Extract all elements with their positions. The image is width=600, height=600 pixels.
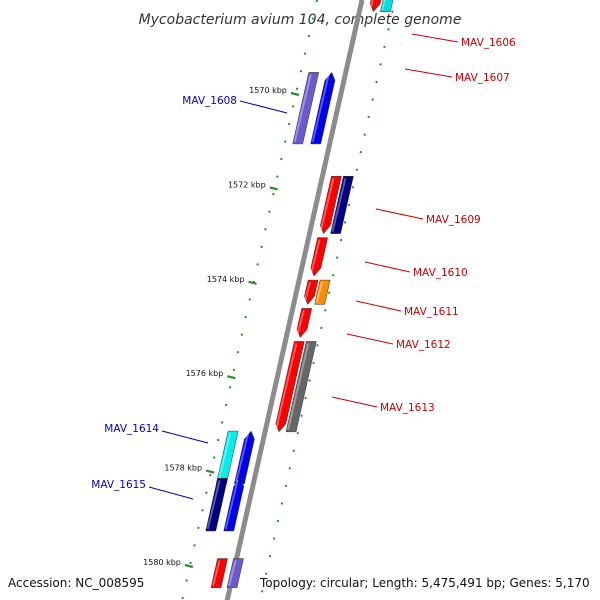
gene-labels: MAV_1606 MAV_1607 MAV_1608 MAV_1609 MAV_1610… (91, 33, 516, 500)
gene-highlight (315, 281, 324, 303)
gene-label[interactable]: MAV_1613 (380, 402, 435, 414)
gene-feature[interactable] (314, 279, 331, 305)
tick-mark (290, 91, 300, 97)
gene-highlight (275, 343, 298, 431)
gene-label[interactable]: MAV_1608 (182, 95, 237, 107)
gene-feature[interactable] (304, 279, 319, 305)
tick-mark (227, 375, 236, 380)
gene-highlight (369, 0, 374, 11)
gene-highlight (319, 178, 335, 232)
gene-highlight (235, 432, 250, 482)
label-leader-line (331, 396, 378, 408)
gene-feature[interactable] (292, 72, 320, 145)
gene-highlight (206, 480, 221, 530)
tick-mark (248, 280, 257, 285)
gene-highlight (381, 0, 386, 11)
gene-highlight (296, 310, 305, 336)
tick-mark (205, 469, 215, 474)
gene-highlight (212, 560, 221, 586)
gene-highlight (217, 432, 232, 482)
gene-label[interactable]: MAV_1611 (404, 306, 459, 318)
gene-feature[interactable] (210, 558, 228, 588)
gene-highlight (293, 74, 312, 143)
gene-feature[interactable] (296, 308, 313, 338)
gene-feature[interactable] (310, 71, 336, 145)
tick-label: 1570 kbp (249, 86, 287, 95)
gene-feature[interactable] (285, 341, 317, 433)
label-leader-line (148, 486, 194, 500)
tick-marks: 1570 kbp 1572 kbp 1574 kbp 1576 kbp 1578 kbp… (143, 86, 300, 569)
tick-mark (184, 563, 194, 569)
gene-label[interactable]: MAV_1612 (396, 339, 451, 351)
gene-feature[interactable] (310, 237, 328, 277)
label-leader-line (346, 333, 394, 345)
tick-label: 1580 kbp (143, 558, 181, 567)
gene-feature[interactable] (223, 477, 245, 532)
gene-highlight (311, 74, 330, 143)
gene-feature[interactable] (320, 175, 342, 235)
gene-label[interactable]: MAV_1614 (104, 423, 159, 435)
gene-feature[interactable] (205, 478, 228, 532)
topology-text: Topology: circular; Length: 5,475,491 bp… (259, 576, 590, 590)
gene-highlight (224, 480, 239, 530)
tick-label: 1574 kbp (207, 275, 245, 284)
accession-text: Accession: NC_008595 (8, 576, 144, 590)
tick-label: 1572 kbp (228, 180, 266, 189)
label-leader-line (364, 261, 411, 273)
gene-label[interactable]: MAV_1606 (461, 37, 516, 49)
label-leader-line (375, 208, 424, 220)
gene-feature[interactable] (330, 175, 354, 234)
map-title: Mycobacterium avium 104, complete genome (139, 12, 462, 28)
tick-label: 1578 kbp (164, 464, 202, 473)
gene-feature[interactable] (380, 0, 400, 13)
gene-label[interactable]: MAV_1609 (426, 214, 481, 226)
label-leader-line (355, 300, 402, 312)
tick-mark (269, 186, 278, 191)
gene-highlight (310, 239, 321, 275)
gene-feature[interactable] (369, 0, 388, 13)
gene-highlight (331, 178, 347, 232)
gene-feature[interactable] (226, 558, 244, 588)
tick-label: 1576 kbp (186, 369, 224, 378)
gene-features (205, 0, 400, 588)
gene-label[interactable]: MAV_1610 (413, 267, 468, 279)
label-leader-line (239, 100, 288, 114)
gene-highlight (228, 560, 237, 586)
label-leader-line (161, 430, 209, 444)
label-leader-line (411, 33, 459, 43)
gene-feature[interactable] (275, 341, 305, 433)
gene-label[interactable]: MAV_1607 (455, 72, 510, 84)
gene-label[interactable]: MAV_1615 (91, 479, 146, 491)
label-leader-line (404, 68, 453, 78)
gene-highlight (303, 281, 312, 303)
gene-highlight (287, 343, 310, 431)
genome-backbone (224, 0, 365, 600)
